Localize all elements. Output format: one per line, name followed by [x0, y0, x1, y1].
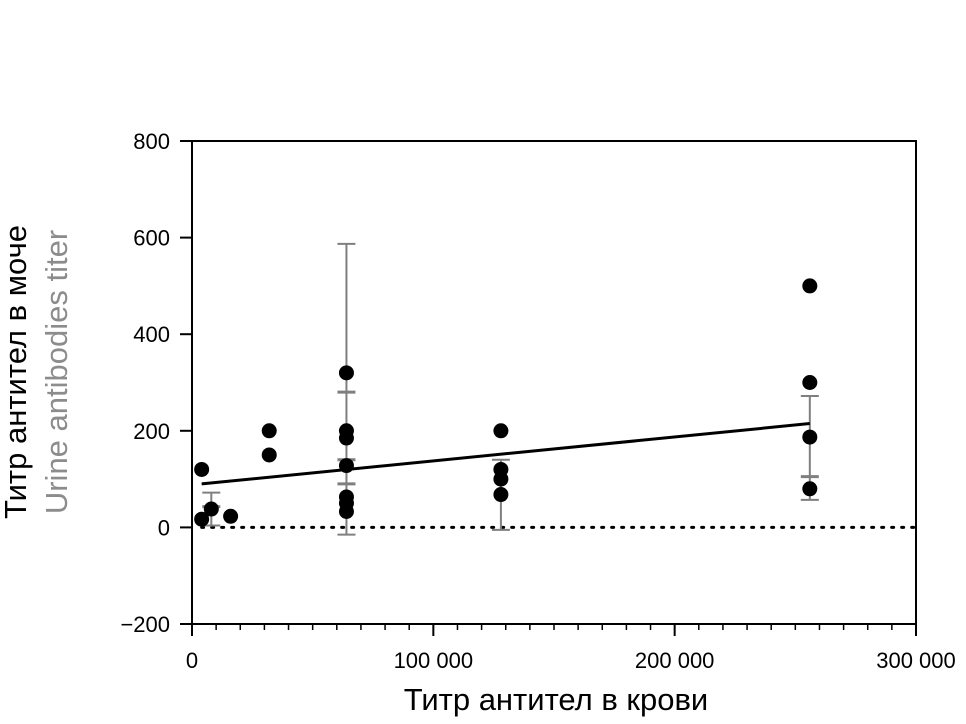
regression-line — [201, 422, 810, 486]
data-point — [493, 487, 509, 503]
data-point — [338, 503, 354, 519]
data-point — [338, 365, 354, 381]
data-point — [493, 471, 509, 487]
x-tick-label: 0 — [186, 648, 198, 673]
y-tick-label: 0 — [158, 515, 170, 540]
x-tick-label: 300 000 — [876, 648, 956, 673]
data-point — [802, 481, 818, 497]
y-axis-title: Титр антител в моче — [0, 225, 33, 519]
error-bars-layer — [202, 242, 819, 536]
y-axis-title-secondary: Urine antibodies titer — [39, 230, 74, 514]
data-point — [802, 375, 818, 390]
y-tick-labels: −200 0 200 400 600 800 — [120, 129, 170, 637]
data-point — [261, 447, 277, 463]
x-tick-label: 200 000 — [635, 648, 715, 673]
plot-frame — [191, 140, 917, 625]
data-point — [194, 511, 210, 527]
data-point — [194, 461, 210, 477]
y-tick-label: −200 — [120, 612, 170, 637]
data-point — [802, 429, 818, 445]
y-tick-label: 600 — [133, 226, 170, 251]
y-tick-label: 400 — [133, 322, 170, 347]
data-point — [338, 430, 354, 446]
y-tick-label: 200 — [133, 419, 170, 444]
regression-layer — [201, 422, 810, 486]
data-point — [261, 423, 277, 439]
data-point — [203, 501, 219, 517]
data-point — [493, 423, 509, 439]
points-layer — [194, 278, 818, 527]
x-tick-labels: 0 100 000 200 000 300 000 — [186, 648, 956, 673]
x-tick-label: 100 000 — [394, 648, 474, 673]
data-point — [223, 508, 239, 524]
y-tick-label: 800 — [133, 129, 170, 154]
data-point — [802, 278, 818, 294]
x-axis-title: Титр антител в крови — [404, 682, 709, 717]
data-point — [338, 458, 354, 474]
